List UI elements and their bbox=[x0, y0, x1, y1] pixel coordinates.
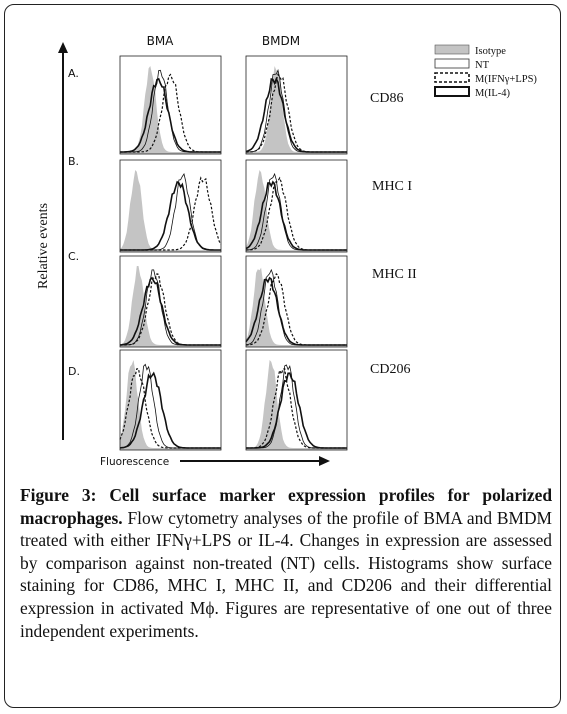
y-axis-label: Relative events bbox=[36, 203, 51, 289]
caption-body: Flow cytometry analyses of the profile o… bbox=[20, 507, 552, 641]
il4-histogram bbox=[119, 276, 221, 346]
il4-histogram bbox=[245, 276, 347, 346]
row-marker-mhc-ii: MHC II bbox=[372, 267, 417, 282]
isotype-histogram bbox=[246, 66, 347, 154]
histogram-panels bbox=[119, 55, 348, 451]
il4-histogram bbox=[119, 371, 221, 449]
histogram-panel-bmdm-mhcii bbox=[245, 255, 348, 348]
isotype-histogram bbox=[120, 266, 221, 347]
histogram-panel-bma-mhcii bbox=[119, 255, 222, 348]
panel-frame bbox=[245, 255, 348, 348]
histogram-panel-bmdm-cd206 bbox=[245, 349, 348, 451]
ifng-lps-histogram bbox=[245, 176, 347, 251]
ifng-lps-histogram bbox=[246, 73, 347, 153]
legend-label-nt: NT bbox=[475, 60, 490, 71]
histogram-panel-bma-mhci bbox=[119, 159, 222, 253]
legend-swatch-il4 bbox=[434, 86, 470, 97]
y-axis-arrowhead bbox=[58, 42, 68, 53]
legend-label-il4: M(IL-4) bbox=[475, 88, 510, 99]
panel-frame bbox=[119, 349, 222, 451]
legend-label-ifng-lps: M(IFNγ+LPS) bbox=[475, 74, 537, 85]
caption-title: Figure 3: Cell surface marker expression… bbox=[20, 485, 552, 528]
flow-cytometry-figure: BMA BMDM A. B. C. D. CD86 MHC I MHC II C… bbox=[36, 34, 537, 468]
panel-frame bbox=[245, 349, 348, 451]
row-marker-mhc-i: MHC I bbox=[372, 179, 412, 194]
isotype-histogram bbox=[246, 360, 347, 450]
il4-histogram bbox=[246, 372, 347, 449]
panel-frame bbox=[119, 55, 222, 155]
row-letter-d: D. bbox=[68, 365, 80, 378]
column-header-bmdm: BMDM bbox=[262, 34, 300, 48]
figure-caption: Figure 3: Cell surface marker expression… bbox=[20, 484, 552, 642]
row-marker-cd86: CD86 bbox=[370, 91, 403, 106]
nt-histogram bbox=[246, 69, 347, 153]
row-letter-c: C. bbox=[68, 250, 79, 263]
row-letter-a: A. bbox=[68, 67, 79, 80]
legend-swatch-nt bbox=[434, 58, 470, 69]
column-header-bma: BMA bbox=[147, 34, 175, 48]
ifng-lps-histogram bbox=[120, 273, 221, 346]
isotype-histogram bbox=[246, 267, 347, 347]
isotype-histogram bbox=[120, 360, 221, 450]
legend-swatch-ifng-lps bbox=[434, 72, 470, 83]
il4-histogram bbox=[245, 76, 347, 153]
il4-histogram bbox=[120, 77, 221, 153]
panel-frame bbox=[245, 55, 348, 155]
legend-label-isotype: Isotype bbox=[475, 46, 506, 57]
histogram-panel-bmdm-cd86 bbox=[245, 55, 348, 155]
histogram-panel-bma-cd86 bbox=[119, 55, 222, 155]
isotype-histogram bbox=[120, 66, 221, 154]
nt-histogram bbox=[120, 69, 221, 153]
panel-frame bbox=[119, 159, 222, 253]
il4-histogram bbox=[120, 180, 221, 251]
panel-frame bbox=[245, 159, 348, 253]
x-axis-arrowhead bbox=[319, 456, 330, 466]
legend: Isotype NT M(IFNγ+LPS) M(IL-4) bbox=[434, 44, 537, 99]
histogram-panel-bma-cd206 bbox=[119, 349, 222, 451]
isotype-histogram bbox=[120, 170, 221, 252]
legend-swatch-isotype bbox=[434, 44, 470, 55]
row-letter-b: B. bbox=[68, 155, 79, 168]
il4-histogram bbox=[245, 180, 347, 251]
ifng-lps-histogram bbox=[120, 73, 221, 153]
panel-frame bbox=[119, 255, 222, 348]
row-marker-cd206: CD206 bbox=[370, 362, 410, 377]
isotype-histogram bbox=[246, 170, 347, 252]
histogram-panel-bmdm-mhci bbox=[245, 159, 348, 253]
x-axis-label: Fluorescence bbox=[100, 456, 169, 468]
